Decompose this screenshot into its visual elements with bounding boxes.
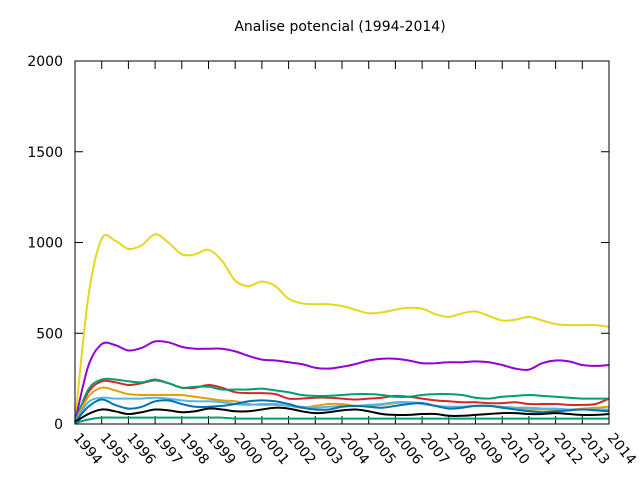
y-tick-label: 0 bbox=[54, 417, 63, 433]
y-tick-label: 2000 bbox=[27, 54, 63, 70]
x-tick-label: 2011 bbox=[524, 430, 559, 468]
x-tick-label: 2000 bbox=[230, 430, 265, 468]
x-tick-label: 2013 bbox=[577, 430, 612, 468]
series-line-9 bbox=[74, 416, 609, 425]
x-tick-label: 1996 bbox=[123, 430, 158, 468]
x-tick-label: 2003 bbox=[310, 430, 345, 468]
x-tick-label: 2001 bbox=[257, 430, 292, 468]
x-tick-label: 1999 bbox=[203, 430, 238, 468]
y-tick-label: 1000 bbox=[27, 236, 63, 252]
x-tick-label: 2006 bbox=[390, 430, 425, 468]
series-line-2 bbox=[74, 340, 610, 423]
x-tick-label: 2002 bbox=[284, 430, 319, 468]
x-tick-label: 2007 bbox=[417, 430, 452, 468]
x-tick-label: 2008 bbox=[444, 430, 479, 468]
chart-title: Analise potencial (1994-2014) bbox=[234, 19, 446, 35]
x-tick-label: 2014 bbox=[604, 430, 639, 468]
series-line-7 bbox=[74, 398, 610, 423]
y-tick-label: 1500 bbox=[27, 145, 63, 161]
x-tick-label: 2009 bbox=[470, 430, 505, 468]
plot-border bbox=[74, 60, 610, 425]
x-tick-label: 2010 bbox=[497, 430, 532, 468]
x-tick-label: 1998 bbox=[177, 430, 212, 468]
x-tick-label: 2004 bbox=[337, 430, 372, 468]
x-tick-label: 1997 bbox=[150, 430, 185, 468]
series-line-1 bbox=[74, 233, 610, 423]
x-tick-label: 2005 bbox=[364, 430, 399, 468]
y-tick-label: 500 bbox=[36, 326, 63, 342]
x-tick-label: 1995 bbox=[97, 430, 132, 468]
x-tick-label: 1994 bbox=[70, 430, 105, 468]
series-line-8 bbox=[74, 406, 610, 424]
x-tick-label: 2012 bbox=[551, 430, 586, 468]
series-line-4 bbox=[74, 377, 609, 423]
